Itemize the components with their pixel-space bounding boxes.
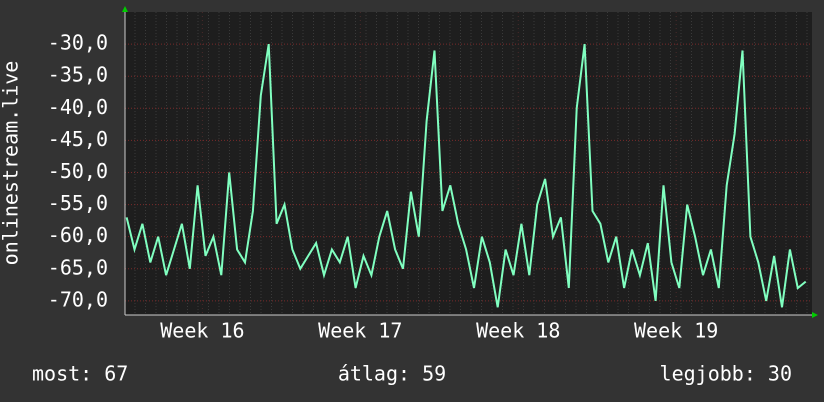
y-tick-label: -30,0 [48,31,108,55]
axis-arrow [812,312,818,318]
y-axis-label: onlinestream.live [0,61,23,266]
series-line [125,43,807,308]
y-tick-label: -70,0 [48,287,108,311]
x-tick-label: Week 16 [160,319,244,343]
x-tick-label: Week 18 [476,319,560,343]
x-tick-label: Week 19 [634,319,718,343]
footer-stat: legjobb: 30 [660,362,792,386]
y-tick-label: -45,0 [48,127,108,151]
y-tick-label: -55,0 [48,191,108,215]
plot-area [125,12,812,315]
y-tick-label: -50,0 [48,159,108,183]
y-tick-label: -40,0 [48,95,108,119]
y-tick-label: -35,0 [48,63,108,87]
footer-stat: átlag: 59 [338,362,446,386]
axis-arrow [122,6,128,12]
x-tick-label: Week 17 [318,319,402,343]
y-tick-label: -60,0 [48,223,108,247]
y-tick-label: -65,0 [48,255,108,279]
footer-stat: most: 67 [32,362,128,386]
